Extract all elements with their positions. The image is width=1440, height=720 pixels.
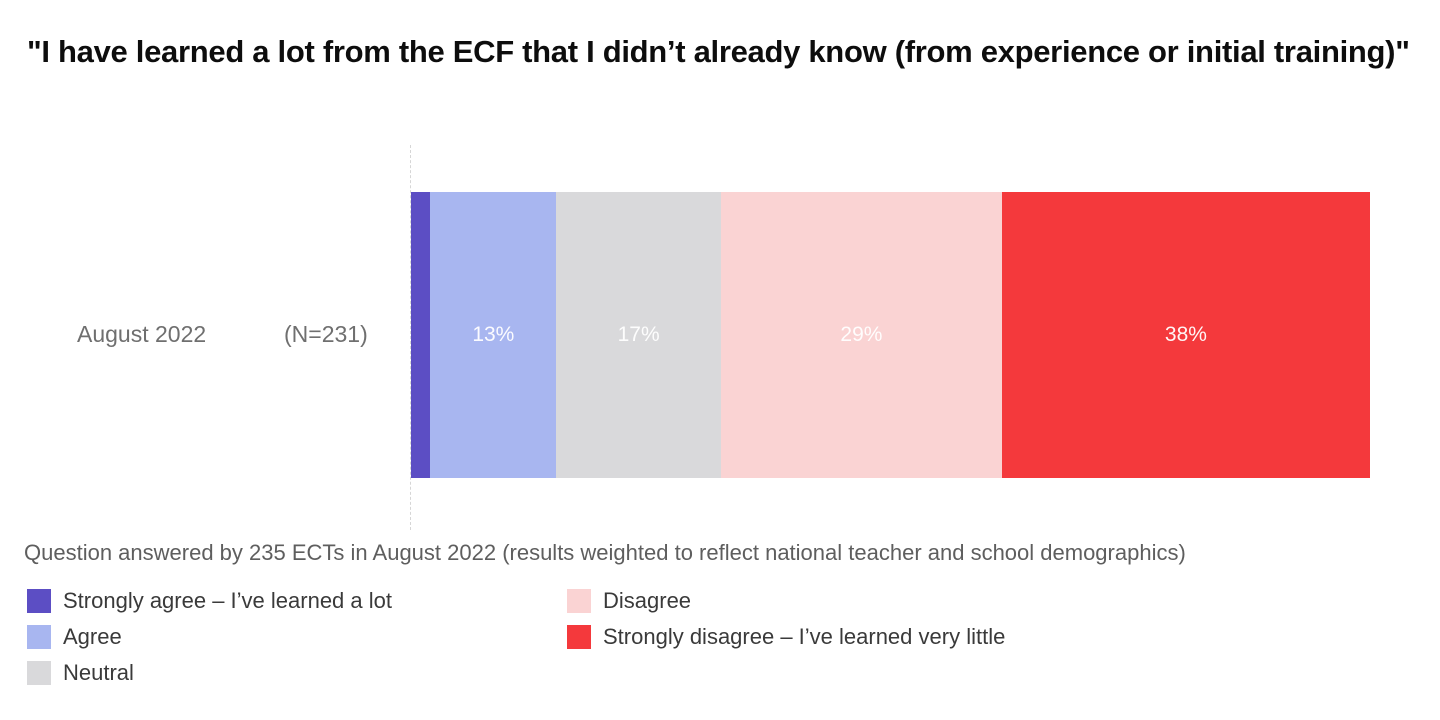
bar-segment-value-label: 13% [472, 323, 515, 346]
bar-segment-value-label: 29% [840, 323, 883, 346]
legend-swatch [27, 589, 51, 613]
legend-column-1: Strongly agree – I’ve learned a lot Agree… [27, 588, 392, 697]
bar-segment-3: 17% [556, 192, 721, 478]
axis-baseline-dashed [410, 145, 411, 530]
legend-label: Disagree [603, 588, 692, 613]
bar-segment-5: 38% [1001, 192, 1370, 478]
legend-item: Strongly agree – I’ve learned a lot [27, 588, 392, 613]
legend-item: Agree [27, 624, 392, 649]
bar-segment-value-label: 17% [617, 323, 660, 346]
bar-segment-1 [411, 192, 431, 478]
legend-swatch [27, 661, 51, 685]
legend-item: Disagree [567, 588, 1005, 613]
legend-item: Neutral [27, 660, 392, 685]
bar-segment-4: 29% [720, 192, 1002, 478]
legend-label: Agree [63, 624, 122, 649]
stacked-bar: 13% 17% 29% 38% [411, 192, 1370, 478]
bar-segment-value-label: 38% [1164, 323, 1207, 346]
legend-swatch [27, 625, 51, 649]
legend-swatch [567, 589, 591, 613]
category-label: August 2022 [77, 321, 207, 347]
legend-item: Strongly disagree – I’ve learned very li… [567, 624, 1006, 649]
legend-swatch [567, 625, 591, 649]
legend-label: Strongly disagree – I’ve learned very li… [603, 624, 1006, 649]
footnote: Question answered by 235 ECTs in August … [24, 540, 1186, 565]
bar-segment-2: 13% [430, 192, 557, 478]
chart-title: "I have learned a lot from the ECF that … [27, 34, 1410, 69]
sample-size-label: (N=231) [284, 321, 368, 347]
legend-column-2: Disagree Strongly disagree – I’ve learned… [567, 588, 1006, 661]
legend-label: Strongly agree – I’ve learned a lot [63, 588, 392, 613]
legend-label: Neutral [63, 660, 134, 685]
